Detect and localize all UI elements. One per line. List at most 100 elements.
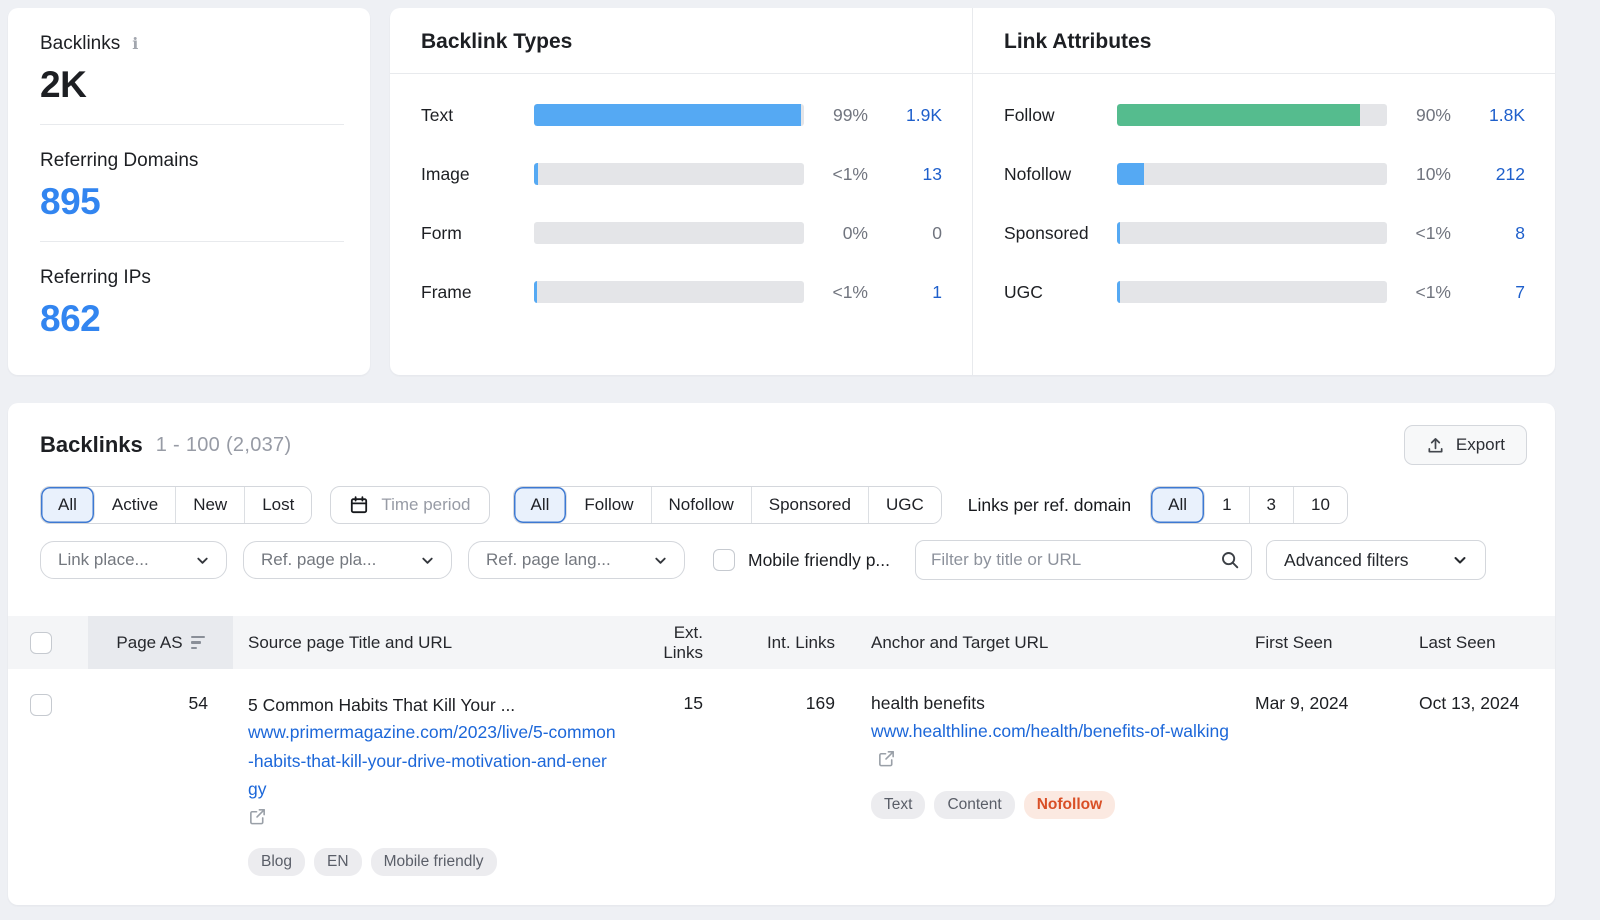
column-header-page-as[interactable]: Page AS bbox=[88, 616, 233, 669]
attr-tab-nofollow[interactable]: Nofollow bbox=[651, 487, 752, 523]
bar-value-link[interactable]: 1 bbox=[932, 281, 942, 302]
bar-track bbox=[534, 222, 804, 244]
title-url-filter bbox=[915, 540, 1253, 580]
bar-value-link[interactable]: 8 bbox=[1515, 222, 1525, 243]
column-header-last-seen: Last Seen bbox=[1419, 632, 1496, 652]
time-period-label: Time period bbox=[381, 495, 471, 514]
mobile-friendly-label: Mobile friendly p... bbox=[748, 549, 891, 570]
bar-value-link[interactable]: 1.9K bbox=[906, 104, 942, 125]
bar-value: 0 bbox=[932, 222, 942, 243]
bar-fill bbox=[1117, 222, 1120, 244]
lpd-tab-1[interactable]: 1 bbox=[1205, 487, 1250, 523]
column-header-anchor: Anchor and Target URL bbox=[871, 632, 1049, 652]
link-attributes-panel: Link Attributes Follow 90% 1.8K Nofollow… bbox=[973, 8, 1555, 375]
bar-row-sponsored: Sponsored <1% 8 bbox=[1004, 222, 1525, 244]
bar-label: Nofollow bbox=[1004, 163, 1072, 184]
page-as-header-label: Page AS bbox=[116, 632, 183, 652]
bar-percent: 99% bbox=[832, 104, 868, 125]
status-tab-new[interactable]: New bbox=[176, 487, 246, 523]
target-url-link[interactable]: www.healthline.com/health/benefits-of-wa… bbox=[871, 721, 1229, 769]
bar-label: Form bbox=[421, 222, 462, 243]
ext-links-value: 15 bbox=[683, 693, 703, 713]
bar-fill bbox=[1117, 163, 1144, 185]
backlinks-stat-value: 2K bbox=[40, 64, 87, 105]
backlinks-stat-label: Backlinks bbox=[40, 33, 121, 54]
ref-page-language-dropdown[interactable]: Ref. page lang... bbox=[468, 541, 685, 579]
backlink-types-title: Backlink Types bbox=[390, 8, 972, 74]
bar-track bbox=[1117, 163, 1387, 185]
chevron-down-icon bbox=[653, 553, 668, 568]
sort-descending-icon bbox=[190, 635, 205, 650]
bar-track bbox=[534, 104, 804, 126]
referring-domains-value[interactable]: 895 bbox=[40, 181, 101, 222]
tag-nofollow: Nofollow bbox=[1023, 790, 1116, 819]
link-placement-label: Link place... bbox=[58, 550, 149, 569]
bar-fill bbox=[1117, 104, 1360, 126]
backlink-types-panel: Backlink Types Text 99% 1.9K Image <1% 1… bbox=[390, 8, 972, 375]
lpd-tab-3[interactable]: 3 bbox=[1249, 487, 1295, 523]
time-period-button[interactable]: Time period bbox=[330, 486, 490, 524]
bar-value-link[interactable]: 13 bbox=[922, 163, 942, 184]
bar-value-link[interactable]: 212 bbox=[1495, 163, 1525, 184]
row-checkbox[interactable] bbox=[30, 694, 52, 716]
attr-tab-ugc[interactable]: UGC bbox=[868, 487, 941, 523]
source-page-url-link[interactable]: www.primermagazine.com/2023/live/5-commo… bbox=[248, 722, 616, 800]
advanced-filters-label: Advanced filters bbox=[1284, 549, 1409, 570]
source-tags: Blog EN Mobile friendly bbox=[248, 848, 616, 877]
distribution-panels-card: Backlink Types Text 99% 1.9K Image <1% 1… bbox=[390, 8, 1555, 375]
links-per-domain-group: All 1 3 10 bbox=[1150, 486, 1348, 524]
bar-row-ugc: UGC <1% 7 bbox=[1004, 281, 1525, 303]
search-icon bbox=[1220, 550, 1240, 570]
bar-fill bbox=[1117, 281, 1120, 303]
bar-value-link[interactable]: 1.8K bbox=[1489, 104, 1525, 125]
lpd-tab-10[interactable]: 10 bbox=[1294, 487, 1347, 523]
overview-section: Backlinks i 2K Referring Domains 895 Ref… bbox=[0, 0, 1600, 375]
info-icon[interactable]: i bbox=[132, 34, 139, 53]
external-link-icon[interactable] bbox=[248, 807, 267, 826]
status-tab-all[interactable]: All bbox=[41, 487, 95, 523]
bar-fill bbox=[534, 104, 802, 126]
mobile-friendly-filter: Mobile friendly p... bbox=[713, 549, 890, 571]
attr-tab-sponsored[interactable]: Sponsored bbox=[751, 487, 869, 523]
attr-tab-all[interactable]: All bbox=[513, 487, 568, 523]
advanced-filters-button[interactable]: Advanced filters bbox=[1266, 540, 1487, 580]
lpd-tab-all[interactable]: All bbox=[1151, 487, 1206, 523]
page-as-value: 54 bbox=[188, 693, 208, 713]
bar-label: Text bbox=[421, 104, 454, 125]
bar-fill bbox=[534, 163, 539, 185]
referring-ips-value[interactable]: 862 bbox=[40, 298, 101, 339]
filters-row-1: All Active New Lost Time period All Foll… bbox=[8, 486, 1555, 524]
mobile-friendly-checkbox[interactable] bbox=[713, 549, 735, 571]
export-icon bbox=[1426, 436, 1445, 455]
status-tab-active[interactable]: Active bbox=[94, 487, 177, 523]
export-button[interactable]: Export bbox=[1403, 425, 1527, 465]
column-header-first-seen: First Seen bbox=[1255, 632, 1333, 652]
column-header-source: Source page Title and URL bbox=[248, 632, 453, 652]
column-header-ext-links: Ext. Links bbox=[663, 622, 703, 662]
last-seen-value: Oct 13, 2024 bbox=[1419, 693, 1520, 713]
bar-label: Image bbox=[421, 163, 470, 184]
bar-value-link[interactable]: 7 bbox=[1515, 281, 1525, 302]
referring-domains-label: Referring Domains bbox=[40, 150, 199, 171]
bar-percent: 90% bbox=[1415, 104, 1451, 125]
attribute-filter-group: All Follow Nofollow Sponsored UGC bbox=[512, 486, 942, 524]
bar-row-text: Text 99% 1.9K bbox=[421, 104, 942, 126]
ref-page-platform-dropdown[interactable]: Ref. page pla... bbox=[243, 541, 452, 579]
status-tab-lost[interactable]: Lost bbox=[245, 487, 312, 523]
links-per-domain-label: Links per ref. domain bbox=[967, 494, 1132, 515]
results-range: 1 - 100 (2,037) bbox=[155, 433, 292, 456]
bar-percent: <1% bbox=[832, 163, 868, 184]
search-input[interactable] bbox=[916, 550, 1210, 570]
select-all-checkbox[interactable] bbox=[30, 631, 52, 654]
bar-track bbox=[1117, 281, 1387, 303]
referring-domains-stat: Referring Domains 895 bbox=[8, 125, 370, 241]
backlinks-stat: Backlinks i 2K bbox=[8, 8, 370, 124]
bar-percent: 0% bbox=[842, 222, 868, 243]
attr-tab-follow[interactable]: Follow bbox=[567, 487, 652, 523]
table-header-bar: Backlinks 1 - 100 (2,037) Export bbox=[8, 403, 1555, 465]
ref-page-language-label: Ref. page lang... bbox=[486, 550, 611, 569]
filters-row-2: Link place... Ref. page pla... Ref. page… bbox=[8, 540, 1555, 580]
link-placement-dropdown[interactable]: Link place... bbox=[40, 541, 227, 579]
search-button[interactable] bbox=[1209, 541, 1251, 579]
